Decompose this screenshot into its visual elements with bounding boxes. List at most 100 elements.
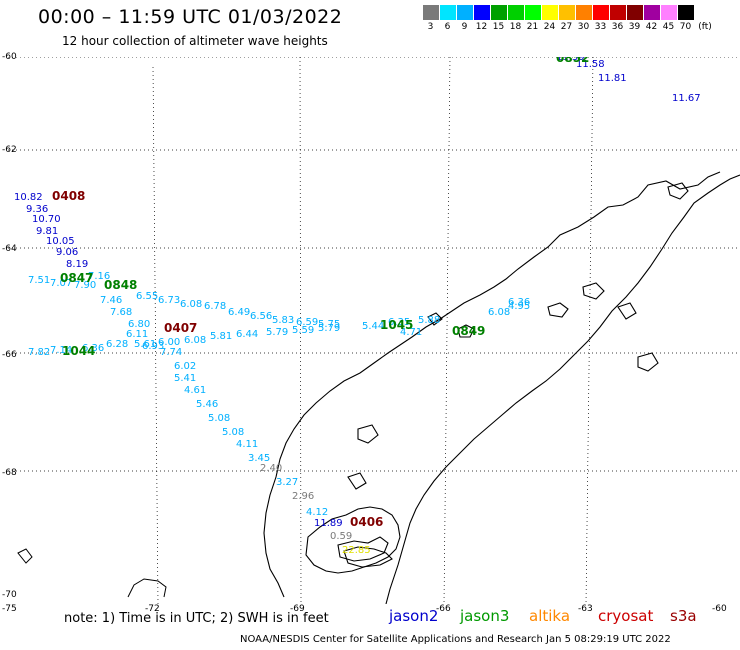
pass-time-label: 0852 — [556, 57, 589, 65]
wave-height-value: 6.59 — [296, 317, 318, 328]
legend-label: 70 — [679, 22, 692, 32]
legend-label: 3 — [427, 22, 434, 32]
wave-height-value: 5.08 — [222, 427, 244, 438]
wave-height-value: 2.96 — [292, 491, 314, 502]
wave-height-value: 5.79 — [318, 323, 340, 334]
legend-swatch — [490, 5, 507, 20]
wave-height-value: 0.59 — [330, 531, 352, 542]
wave-height-value: 6.78 — [204, 301, 226, 312]
legend-label: 6 — [444, 22, 451, 32]
satellite-cryosat-label: cryosat — [598, 607, 654, 625]
legend-swatch — [626, 5, 643, 20]
wave-height-value: 3.45 — [248, 453, 270, 464]
wave-height-value: 7.46 — [100, 295, 122, 306]
wave-height-value: 6.36 — [82, 343, 104, 354]
map-title: 00:00 – 11:59 UTC 01/03/2022 — [38, 6, 343, 28]
legend-swatch — [592, 5, 609, 20]
legend-label: 39 — [628, 22, 641, 32]
wave-height-value: 6.28 — [106, 339, 128, 350]
wave-height-value: 5.81 — [210, 331, 232, 342]
pass-time-label: 0848 — [104, 278, 137, 292]
legend-swatch — [558, 5, 575, 20]
wave-height-value: 4.11 — [236, 439, 258, 450]
wave-height-value: 7.14 — [50, 345, 72, 356]
wave-height-value: 11.39 — [556, 57, 585, 63]
satellite-jason2: jason2 — [389, 607, 438, 625]
lon-label-60: -60 — [712, 604, 727, 614]
satellite-jason3: jason3 — [460, 607, 509, 625]
legend-label: 24 — [543, 22, 556, 32]
legend-swatch — [422, 5, 439, 20]
legend-label: (ft) — [698, 22, 712, 32]
satellite-s3a: s3a — [670, 607, 697, 625]
legend-swatch — [575, 5, 592, 20]
lat-label-66: -66 — [2, 350, 17, 360]
wave-height-value: 9.36 — [26, 204, 48, 215]
wave-height-value: 6.55 — [136, 291, 158, 302]
pass-time-label: 0847 — [60, 271, 93, 285]
altimeter-track: 11.89 0.59 22.85 0406 — [314, 515, 383, 556]
legend-swatch — [643, 5, 660, 20]
wave-height-value: 8.19 — [66, 259, 88, 270]
footer-credit: NOAA/NESDIS Center for Satellite Applica… — [240, 634, 671, 645]
wave-height-value: 6.73 — [158, 295, 180, 306]
wave-height-value: 5.75 — [318, 319, 340, 330]
wave-height-value: 7.68 — [110, 307, 132, 318]
pass-time-label: 1045 — [380, 318, 413, 332]
lon-label-75: -75 — [2, 604, 17, 614]
wave-height-value: 2.40 — [260, 463, 282, 474]
wave-height-value: 5.08 — [208, 413, 230, 424]
wave-height-value: 5.88 — [418, 315, 440, 326]
wave-height-value: 9.81 — [36, 226, 58, 237]
map-subtitle: 12 hour collection of altimeter wave hei… — [62, 34, 328, 48]
wave-height-value: 11.89 — [314, 518, 343, 529]
satellite-jason3-label: jason3 — [460, 607, 510, 625]
lon-label-63: -63 — [578, 604, 593, 614]
wave-height-value: 10.05 — [46, 236, 75, 247]
graticule — [8, 57, 740, 604]
wave-height-value: 5.44 — [362, 321, 384, 332]
wave-height-value: 9.06 — [56, 247, 78, 258]
legend-label: 30 — [577, 22, 590, 32]
wave-height-value: 22.85 — [342, 545, 371, 556]
wave-height-value: 4.61 — [184, 385, 206, 396]
pass-time-label: 1044 — [62, 344, 95, 358]
altimeter-track: 7.82 7.14 6.36 6.28 5.61 6.00 6.08 5.81 6.44 5.79… — [28, 323, 340, 358]
wave-height-value: 11.67 — [672, 93, 701, 104]
satellite-jason2-label: jason2 — [389, 607, 439, 625]
wave-height-value: 6.36 — [508, 297, 530, 308]
legend-swatch — [473, 5, 490, 20]
lat-label-62: -62 — [2, 145, 17, 155]
legend-label: 42 — [645, 22, 658, 32]
wave-height-value: 10.82 — [14, 192, 43, 203]
legend-swatch — [507, 5, 524, 20]
legend-labels: 3 6 9 12 15 18 21 24 27 30 33 36 39 42 45 70 (ft) — [422, 22, 716, 32]
legend-label: 33 — [594, 22, 607, 32]
pass-time-label: 0407 — [164, 321, 197, 335]
wave-height-value: 6.44 — [236, 329, 258, 340]
wave-height-value: 10.70 — [32, 214, 61, 225]
lon-label-69: -69 — [290, 604, 305, 614]
wave-height-value: 5.83 — [272, 315, 294, 326]
satellite-cryosat: cryosat — [598, 607, 653, 625]
lon-label-72: -72 — [145, 604, 160, 614]
wave-height-value: 11.58 — [576, 59, 605, 70]
legend-label: 27 — [560, 22, 573, 32]
pass-time-label: 0406 — [350, 515, 383, 529]
wave-height-value: 5.46 — [196, 399, 218, 410]
wave-height-value: 6.11 — [126, 329, 148, 340]
wave-height-value: 4.95 — [508, 301, 530, 312]
lat-label-70: -70 — [2, 590, 17, 600]
lon-label-66: -66 — [436, 604, 451, 614]
wave-height-value: 5.61 — [134, 339, 156, 350]
legend-label: 15 — [492, 22, 505, 32]
wave-height-value: 6.08 — [180, 299, 202, 310]
wave-height-value: 6.56 — [250, 311, 272, 322]
wave-height-legend — [422, 5, 694, 20]
altimeter-track: 6.084.956.36 0849 — [452, 297, 530, 338]
